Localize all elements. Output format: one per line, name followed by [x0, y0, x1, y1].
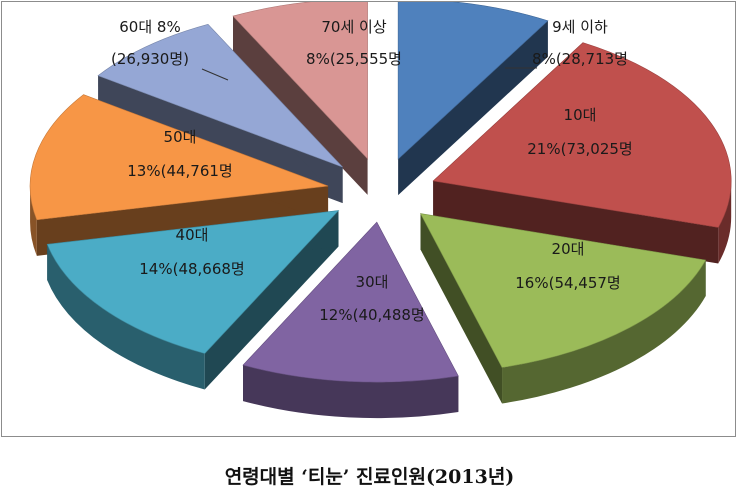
slice-label-category-1: 9세 이하: [552, 18, 608, 36]
pie-slice-3-wall-2: [420, 213, 503, 404]
pie-slice-2-top: [432, 42, 732, 228]
pie-slice-3-side: [502, 260, 706, 404]
slice-label-value-5: 14%(48,668명: [139, 260, 244, 278]
pie-slice-5-top: [46, 210, 340, 354]
pie-slice-7-top: [97, 24, 343, 168]
slice-label-value-1: 8%(28,713명: [532, 50, 628, 68]
pie-slice-8-top: [232, 2, 368, 160]
pie-slice-5-wall-1: [204, 210, 339, 390]
slice-label-value-3: 16%(54,457명: [515, 274, 620, 292]
pie-slice-1-top: [397, 2, 549, 160]
pie-chart: 9세 이하 8%(28,713명 10대 21%(73,025명 20대 16%(54,4…: [29, 2, 732, 419]
slice-label-value-7: (26,930명): [111, 50, 189, 68]
pie-slice-8-wall-1: [232, 16, 368, 195]
pie-slice-8: [232, 2, 368, 195]
slice-label-value-8: 8%(25,555명: [306, 50, 402, 68]
pie-slice-3: [419, 213, 707, 404]
slice-label-category-2: 10대: [564, 106, 597, 124]
slice-label-value-4: 12%(40,488명: [319, 306, 424, 324]
pie-slice-4-top: [242, 221, 459, 383]
chart-frame: 9세 이하 8%(28,713명 10대 21%(73,025명 20대 16%(54,4…: [1, 1, 736, 437]
slice-label-value-2: 21%(73,025명: [527, 140, 632, 158]
pie-slice-3-top: [419, 213, 707, 368]
chart-title: 연령대별 ‘티눈’ 진료인원(2013년): [224, 466, 515, 488]
slice-label-category-6: 50대: [164, 128, 197, 146]
leader-line-7: [201, 68, 229, 81]
slice-label-category-4: 30대: [356, 273, 389, 291]
slice-label-category-8: 70세 이상: [321, 18, 386, 36]
pie-slice-1: [397, 2, 549, 196]
slice-label-category-5: 40대: [176, 226, 209, 244]
pie-slice-4: [242, 221, 459, 419]
slice-label-category-7: 60대 8%: [119, 18, 180, 36]
pie-slice-5: [46, 210, 340, 390]
pie-slice-6-top: [29, 94, 329, 221]
pie-slice-2-side: [718, 180, 732, 264]
pie-slice-2-wall-2: [433, 180, 719, 264]
slice-label-category-3: 20대: [552, 240, 585, 258]
pie-slice-5-side: [47, 244, 205, 390]
pie-slice-4-side: [243, 365, 459, 419]
pie-slice-2: [432, 42, 732, 264]
pie-slice-1-wall-2: [398, 20, 548, 196]
slice-label-value-6: 13%(44,761명: [127, 162, 232, 180]
